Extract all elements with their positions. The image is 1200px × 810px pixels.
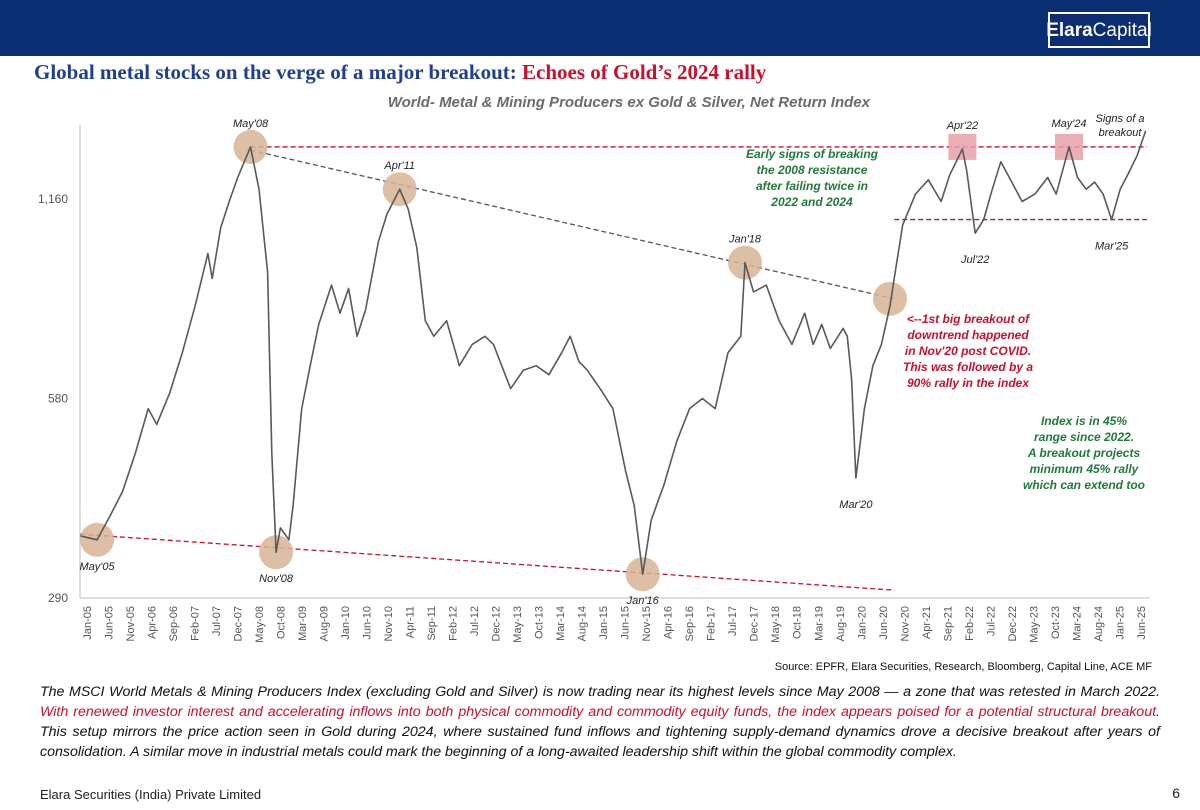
- x-tick-label: Sep-16: [684, 606, 696, 641]
- x-tick-label: Jan-15: [598, 606, 610, 640]
- source-note: Source: EPFR, Elara Securities, Research…: [774, 661, 1152, 673]
- x-tick-label: Sep-06: [168, 606, 180, 641]
- x-tick-label: Oct-23: [1050, 606, 1062, 639]
- x-tick-label: Jan-05: [82, 606, 94, 640]
- x-tick-label: Nov-15: [641, 606, 653, 641]
- date-label: Mar'25: [1095, 241, 1129, 253]
- annotation-layer: May'08 Apr'11 Jan'18 Apr'22 May'24 May'05 Nov'…: [79, 113, 1145, 607]
- highlight-circle: [872, 281, 907, 316]
- x-tick-label: Jul-07: [211, 606, 223, 636]
- page-title-main: Global metal stocks on the verge of a ma…: [34, 60, 523, 84]
- y-tick-label: 290: [48, 591, 68, 605]
- x-tick-label: Oct-08: [275, 606, 287, 639]
- index-chart: 290 580 1,160 Jan-05 Jun-05 Nov-05 Apr-06 Sep-0…: [38, 113, 1150, 643]
- x-tick-label: Jun-20: [878, 606, 890, 640]
- signs-of-breakout-label: Signs of a breakout: [1096, 113, 1145, 139]
- description-part-3: . This setup mirrors the price action se…: [40, 704, 1160, 760]
- x-tick-label: Aug-24: [1093, 606, 1105, 641]
- x-tick-label: Jun-10: [362, 606, 374, 640]
- y-tick-label: 580: [48, 391, 68, 405]
- date-label: Mar'20: [839, 499, 873, 511]
- x-tick-label: Nov-05: [125, 606, 137, 641]
- x-tick-label: Oct-18: [792, 606, 804, 639]
- resistance-note: Early signs of breaking the 2008 resistan…: [746, 147, 879, 209]
- logo-text-capital: Capital: [1092, 19, 1152, 41]
- x-tick-label: Apr-21: [921, 606, 933, 639]
- x-tick-label: Jun-25: [1136, 606, 1148, 640]
- x-tick-label: May-13: [512, 606, 524, 643]
- x-tick-label: Apr-06: [146, 606, 158, 639]
- x-tick-label: Apr-11: [405, 606, 417, 638]
- date-label: May'24: [1051, 118, 1086, 130]
- x-tick-label: Jun-05: [103, 606, 115, 640]
- x-tick-label: Mar-09: [297, 606, 309, 641]
- date-label: Apr'11: [383, 160, 415, 172]
- breakout-note: <--1st big breakout of downtrend happened…: [903, 312, 1033, 390]
- x-tick-label: Dec-12: [491, 606, 503, 641]
- axis-layer: 290 580 1,160 Jan-05 Jun-05 Nov-05 Apr-06 Sep-0…: [38, 125, 1150, 643]
- description-highlight: With renewed investor interest and accel…: [40, 704, 1157, 720]
- elara-capital-logo: ElaraCapital: [1046, 12, 1152, 48]
- x-tick-label: Nov-10: [383, 606, 395, 641]
- x-tick-label: Feb-17: [706, 606, 718, 641]
- x-tick-label: May-08: [254, 606, 266, 643]
- description-part-1: The MSCI World Metals & Mining Producers…: [40, 684, 1160, 700]
- highlight-square: [948, 133, 977, 160]
- date-label: Jan'18: [728, 234, 762, 246]
- x-tick-label: Nov-20: [899, 606, 911, 641]
- series-line-index: [79, 130, 1147, 575]
- lower-trend-line: [79, 533, 895, 591]
- x-tick-label: Aug-14: [577, 606, 589, 641]
- x-tick-label: Aug-09: [319, 606, 331, 641]
- page-title: Global metal stocks on the verge of a ma…: [34, 60, 766, 85]
- x-tick-label: Feb-12: [448, 606, 460, 641]
- x-tick-label: Jul-12: [469, 606, 481, 636]
- page-title-highlight: Echoes of Gold’s 2024 rally: [522, 60, 767, 84]
- x-tick-label: Jul-17: [727, 606, 739, 636]
- date-label: Jan'16: [626, 595, 660, 607]
- date-label: May'05: [79, 561, 115, 573]
- date-label: Apr'22: [946, 120, 978, 132]
- y-tick-label: 1,160: [38, 192, 68, 206]
- x-tick-label: Feb-07: [189, 606, 201, 641]
- x-tick-label: May-18: [770, 606, 782, 643]
- x-tick-label: Mar-14: [555, 606, 567, 641]
- footer-company: Elara Securities (India) Private Limited: [40, 787, 262, 802]
- x-tick-label: Jan-20: [856, 606, 868, 640]
- x-tick-label: Apr-16: [663, 606, 675, 639]
- chart-title: World- Metal & Mining Producers ex Gold …: [387, 94, 870, 111]
- x-tick-label: Dec-22: [1007, 606, 1019, 641]
- x-tick-label: May-23: [1028, 606, 1040, 643]
- x-tick-label: Mar-24: [1071, 606, 1083, 641]
- x-tick-label: Feb-22: [964, 606, 976, 641]
- x-tick-label: Jun-15: [620, 606, 632, 640]
- x-tick-label: Dec-07: [232, 606, 244, 641]
- date-label: Nov'08: [259, 573, 294, 585]
- x-tick-label: Jan-25: [1114, 606, 1126, 640]
- x-tick-label: Jan-10: [340, 606, 352, 640]
- x-tick-label: Dec-17: [749, 606, 761, 641]
- date-label: May'08: [233, 118, 269, 130]
- range-note: Index is in 45% range since 2022. A breako…: [1023, 414, 1145, 492]
- date-label: Jul'22: [960, 254, 989, 266]
- page-number: 6: [1172, 785, 1180, 801]
- x-tick-label: Sep-21: [942, 606, 954, 641]
- header-bar: ElaraCapital: [0, 0, 1200, 56]
- series-layer: [79, 130, 1147, 575]
- logo-text-elara: Elara: [1046, 19, 1093, 41]
- x-tick-label: Jul-22: [985, 606, 997, 636]
- x-tick-label: Aug-19: [835, 606, 847, 641]
- x-tick-label: Sep-11: [426, 606, 438, 641]
- reference-lines: [79, 146, 1147, 591]
- x-tick-label: Oct-13: [534, 606, 546, 639]
- x-tick-label: Mar-19: [813, 606, 825, 641]
- description-text: The MSCI World Metals & Mining Producers…: [40, 682, 1160, 762]
- downtrend-line: [250, 149, 895, 300]
